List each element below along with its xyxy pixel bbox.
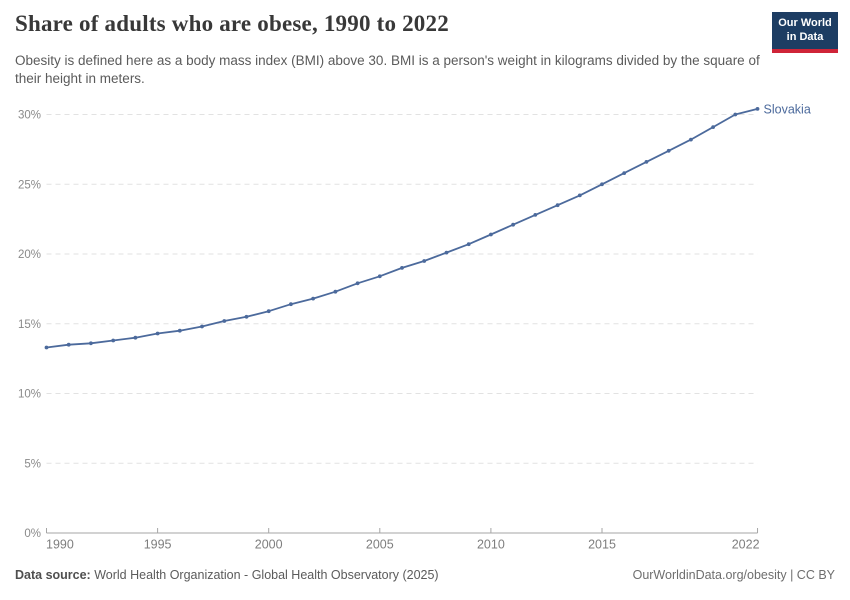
- data-point-marker: [200, 324, 204, 329]
- x-axis-tick-label: 2022: [732, 538, 760, 552]
- data-point-marker: [222, 319, 227, 323]
- data-source-value[interactable]: World Health Organization - Global Healt…: [94, 568, 439, 582]
- data-point-marker: [577, 193, 582, 198]
- data-point-marker: [489, 232, 493, 237]
- chart-plot-area: 0% 5% 10% 15% 20% 25% 30% 1990 1995 2000 2005 2010 2…: [18, 102, 811, 552]
- series-line-slovakia: [45, 107, 759, 349]
- x-axis-tick-label: 2010: [477, 538, 505, 552]
- data-point-marker: [733, 112, 738, 117]
- data-point-marker: [266, 309, 271, 314]
- data-point-marker: [600, 182, 604, 187]
- y-axis-tick-label: 25%: [18, 179, 41, 191]
- data-point-marker: [311, 296, 315, 301]
- data-source-text: Data source: World Health Organization -…: [15, 568, 439, 582]
- chart-footer: Data source: World Health Organization -…: [15, 568, 835, 582]
- data-point-marker: [377, 274, 382, 279]
- y-axis-tick-label: 0%: [24, 528, 41, 540]
- page-title: Share of adults who are obese, 1990 to 2…: [15, 11, 449, 36]
- owid-link[interactable]: OurWorldinData.org/obesity | CC BY: [632, 568, 835, 582]
- x-axis-tick-label: 2005: [366, 538, 394, 552]
- data-point-marker: [755, 107, 760, 111]
- data-point-marker: [400, 266, 404, 270]
- x-axis-tick-label: 2015: [588, 538, 616, 552]
- data-point-marker: [244, 314, 249, 319]
- data-point-marker: [444, 250, 449, 255]
- x-axis-tick-label: 1990: [46, 538, 74, 552]
- logo-accent-bar: [772, 48, 838, 53]
- data-point-marker: [622, 171, 627, 175]
- data-point-marker: [422, 259, 427, 263]
- data-point-marker: [555, 203, 560, 208]
- logo-line-2: in Data: [786, 30, 824, 43]
- data-point-marker: [355, 281, 360, 286]
- data-source-label: Data source:: [15, 568, 91, 582]
- data-point-marker: [711, 125, 715, 129]
- y-axis-tick-label: 10%: [18, 389, 41, 401]
- data-point-marker: [44, 345, 49, 350]
- data-point-marker: [155, 331, 160, 336]
- owid-logo[interactable]: Our World in Data: [772, 12, 838, 53]
- data-point-marker: [533, 213, 538, 217]
- data-point-marker: [177, 328, 182, 333]
- data-point-marker: [89, 341, 93, 346]
- y-axis-tick-label: 5%: [24, 458, 41, 470]
- data-point-marker: [466, 242, 471, 247]
- y-axis-tick-label: 20%: [18, 249, 41, 261]
- x-axis-tick-label: 1995: [144, 538, 172, 552]
- y-axis-tick-label: 30%: [18, 110, 41, 122]
- series-end-label[interactable]: Slovakia: [764, 102, 811, 116]
- data-point-marker: [133, 335, 138, 340]
- x-axis-tick-label: 2000: [255, 538, 283, 552]
- data-point-marker: [644, 160, 649, 164]
- data-point-marker: [511, 222, 515, 227]
- y-axis-tick-label: 15%: [18, 319, 41, 331]
- chart-subtitle: Obesity is defined here as a body mass i…: [15, 53, 760, 86]
- data-point-marker: [333, 289, 338, 294]
- data-point-marker: [66, 342, 71, 347]
- data-point-marker: [289, 302, 293, 307]
- logo-line-1: Our World: [778, 17, 832, 29]
- data-point-marker: [111, 338, 116, 343]
- data-point-marker: [666, 148, 671, 153]
- data-point-marker: [689, 137, 693, 142]
